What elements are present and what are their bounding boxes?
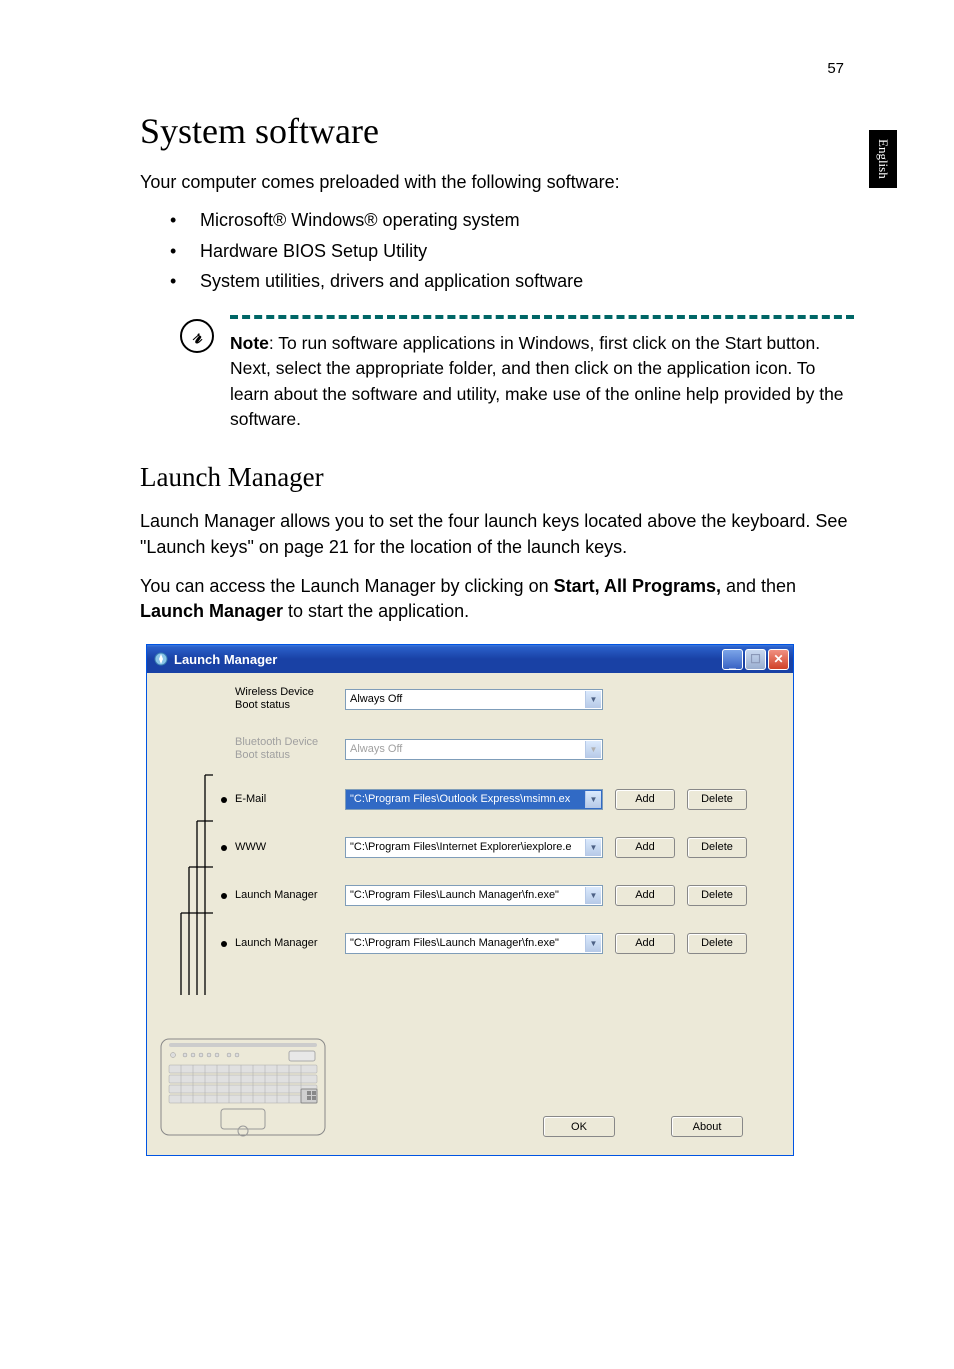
select-value: Always Off: [350, 743, 402, 755]
text-bold: Launch Manager: [140, 601, 283, 621]
delete-button[interactable]: Delete: [687, 885, 747, 906]
text: You can access the Launch Manager by cli…: [140, 576, 554, 596]
bluetooth-select: Always Off ▼: [345, 739, 603, 760]
chevron-down-icon: ▼: [585, 887, 601, 904]
row-www: WWW "C:\Program Files\Internet Explorer\…: [159, 833, 781, 861]
label-line1: E-Mail: [235, 793, 266, 805]
launch-select-2[interactable]: "C:\Program Files\Launch Manager\fn.exe"…: [345, 933, 603, 954]
language-tab: English: [869, 130, 897, 188]
about-button[interactable]: About: [671, 1116, 743, 1137]
label-line2: Boot status: [235, 699, 345, 712]
label-line1: Bluetooth Device: [235, 736, 345, 749]
close-button[interactable]: ✕: [768, 649, 789, 670]
delete-button[interactable]: Delete: [687, 933, 747, 954]
app-icon: [153, 651, 169, 667]
label-line1: Launch Manager: [235, 889, 318, 901]
chevron-down-icon: ▼: [585, 691, 601, 708]
row-email: E-Mail "C:\Program Files\Outlook Express…: [159, 785, 781, 813]
row-launch-1: Launch Manager "C:\Program Files\Launch …: [159, 881, 781, 909]
page-number: 57: [827, 60, 844, 77]
row-label: Wireless Device Boot status: [159, 686, 345, 712]
note-label: Note: [230, 333, 269, 353]
section-para-1: Launch Manager allows you to set the fou…: [140, 509, 854, 559]
row-bluetooth: Bluetooth Device Boot status Always Off …: [159, 735, 781, 763]
row-launch-2: Launch Manager "C:\Program Files\Launch …: [159, 929, 781, 957]
list-item: Microsoft® Windows® operating system: [140, 205, 854, 236]
divider: [230, 315, 854, 319]
select-value: "C:\Program Files\Launch Manager\fn.exe": [350, 889, 559, 901]
dot-icon: [221, 941, 227, 947]
add-button[interactable]: Add: [615, 933, 675, 954]
add-button[interactable]: Add: [615, 885, 675, 906]
add-button[interactable]: Add: [615, 789, 675, 810]
delete-button[interactable]: Delete: [687, 837, 747, 858]
ok-button[interactable]: OK: [543, 1116, 615, 1137]
chevron-down-icon: ▼: [585, 839, 601, 856]
chevron-down-icon: ▼: [585, 741, 601, 758]
select-value: "C:\Program Files\Outlook Express\msimn.…: [350, 793, 570, 805]
window-body: Wireless Device Boot status Always Off ▼…: [147, 673, 793, 1155]
dot-icon: [221, 893, 227, 899]
wireless-select[interactable]: Always Off ▼: [345, 689, 603, 710]
row-label: Launch Manager: [159, 889, 345, 901]
section-heading: Launch Manager: [140, 462, 854, 493]
note-block: 𝓇 Note: To run software applications in …: [140, 331, 854, 433]
window-title: Launch Manager: [174, 652, 720, 667]
note-text: Note: To run software applications in Wi…: [230, 331, 854, 433]
delete-button[interactable]: Delete: [687, 789, 747, 810]
text: and then: [721, 576, 796, 596]
label-line1: Launch Manager: [235, 937, 318, 949]
maximize-button: ☐: [745, 649, 766, 670]
text-bold: Start, All Programs,: [554, 576, 721, 596]
email-select[interactable]: "C:\Program Files\Outlook Express\msimn.…: [345, 789, 603, 810]
label-line1: Wireless Device: [235, 686, 345, 699]
row-label: WWW: [159, 841, 345, 853]
row-label: Launch Manager: [159, 937, 345, 949]
label-line1: WWW: [235, 841, 266, 853]
titlebar[interactable]: Launch Manager _ ☐ ✕: [147, 645, 793, 673]
dot-icon: [221, 845, 227, 851]
minimize-button[interactable]: _: [722, 649, 743, 670]
list-item: System utilities, drivers and applicatio…: [140, 266, 854, 297]
select-value: "C:\Program Files\Internet Explorer\iexp…: [350, 841, 572, 853]
chevron-down-icon: ▼: [585, 791, 601, 808]
chevron-down-icon: ▼: [585, 935, 601, 952]
section-para-2: You can access the Launch Manager by cli…: [140, 574, 854, 624]
text: to start the application.: [283, 601, 469, 621]
bottom-buttons: OK About: [543, 1116, 743, 1137]
dot-icon: [221, 797, 227, 803]
page-content: System software Your computer comes prel…: [0, 0, 954, 1156]
row-label: E-Mail: [159, 793, 345, 805]
select-value: "C:\Program Files\Launch Manager\fn.exe": [350, 937, 559, 949]
row-wireless: Wireless Device Boot status Always Off ▼: [159, 685, 781, 713]
software-list: Microsoft® Windows® operating system Har…: [140, 205, 854, 297]
note-body: : To run software applications in Window…: [230, 333, 844, 429]
row-label: Bluetooth Device Boot status: [159, 736, 345, 762]
launch-manager-window: Launch Manager _ ☐ ✕ Wireless Device Boo…: [146, 644, 794, 1156]
list-item: Hardware BIOS Setup Utility: [140, 236, 854, 267]
add-button[interactable]: Add: [615, 837, 675, 858]
label-line2: Boot status: [235, 749, 345, 762]
keyboard-illustration: [159, 1031, 327, 1139]
select-value: Always Off: [350, 693, 402, 705]
launch-select-1[interactable]: "C:\Program Files\Launch Manager\fn.exe"…: [345, 885, 603, 906]
www-select[interactable]: "C:\Program Files\Internet Explorer\iexp…: [345, 837, 603, 858]
note-icon: 𝓇: [180, 319, 214, 353]
page-title: System software: [140, 110, 854, 152]
intro-text: Your computer comes preloaded with the f…: [140, 170, 854, 195]
